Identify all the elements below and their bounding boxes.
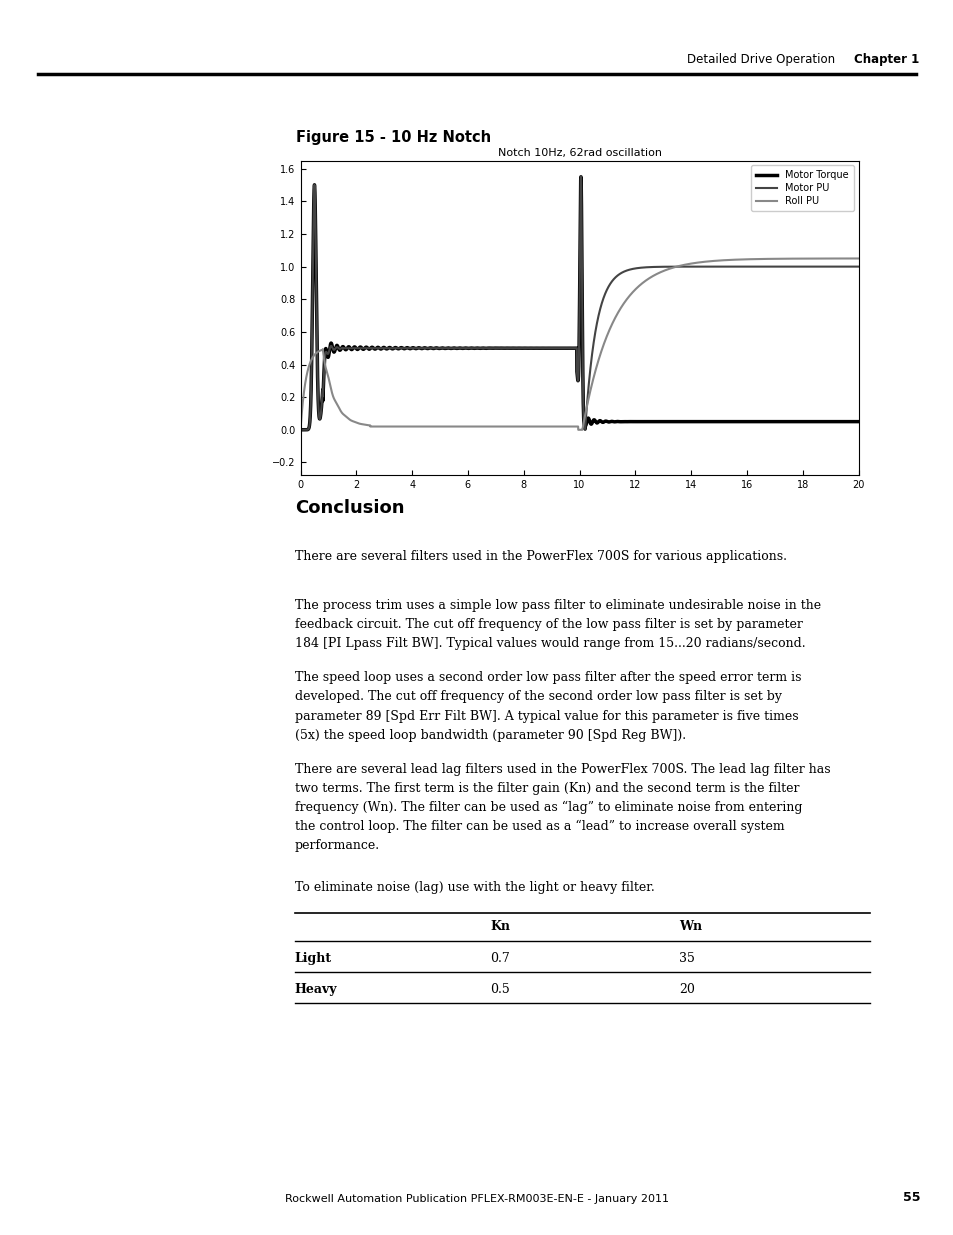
Roll PU <box>294 422 306 437</box>
Motor Torque <box>328 345 339 359</box>
Text: The process trim uses a simple low pass filter to eliminate undesirable noise in: The process trim uses a simple low pass … <box>294 599 820 613</box>
Roll PU <box>404 419 416 433</box>
Text: 184 [PI Lpass Filt BW]. Typical values would range from 15...20 radians/second.: 184 [PI Lpass Filt BW]. Typical values w… <box>294 637 804 651</box>
Text: Detailed Drive Operation: Detailed Drive Operation <box>686 53 834 65</box>
Text: Rockwell Automation Publication PFLEX-RM003E-EN-E - January 2011: Rockwell Automation Publication PFLEX-RM… <box>285 1194 668 1204</box>
Line: Roll PU: Roll PU <box>300 258 858 430</box>
Motor Torque <box>297 422 309 437</box>
Text: 20: 20 <box>679 983 695 997</box>
Motor PU <box>404 341 416 356</box>
Text: 55: 55 <box>902 1191 920 1204</box>
Title: Notch 10Hz, 62rad oscillation: Notch 10Hz, 62rad oscillation <box>497 148 660 158</box>
Motor Torque <box>294 422 306 437</box>
Motor Torque <box>567 341 578 356</box>
Motor Torque <box>852 414 863 429</box>
Text: Wn: Wn <box>679 920 701 934</box>
Text: Heavy: Heavy <box>294 983 337 997</box>
Text: Kn: Kn <box>490 920 510 934</box>
Motor PU <box>852 259 863 274</box>
Roll PU <box>297 393 309 408</box>
Motor Torque <box>575 169 586 184</box>
Motor PU <box>567 341 578 356</box>
Text: There are several lead lag filters used in the PowerFlex 700S. The lead lag filt: There are several lead lag filters used … <box>294 763 829 776</box>
Text: two terms. The first term is the filter gain (Kn) and the second term is the fil: two terms. The first term is the filter … <box>294 782 799 795</box>
Text: performance.: performance. <box>294 840 379 852</box>
Text: The speed loop uses a second order low pass filter after the speed error term is: The speed loop uses a second order low p… <box>294 672 801 684</box>
Text: the control loop. The filter can be used as a “lead” to increase overall system: the control loop. The filter can be used… <box>294 820 783 834</box>
Motor PU <box>294 422 306 437</box>
Line: Motor Torque: Motor Torque <box>300 177 858 430</box>
Text: Figure 15 - 10 Hz Notch: Figure 15 - 10 Hz Notch <box>295 130 491 144</box>
Text: frequency (Wn). The filter can be used as “lag” to eliminate noise from entering: frequency (Wn). The filter can be used a… <box>294 802 801 814</box>
Motor PU <box>822 259 834 274</box>
Legend: Motor Torque, Motor PU, Roll PU: Motor Torque, Motor PU, Roll PU <box>750 165 853 211</box>
Roll PU <box>567 419 578 433</box>
Text: 0.7: 0.7 <box>490 952 510 966</box>
Roll PU <box>822 251 834 266</box>
Motor PU <box>575 169 586 184</box>
Text: feedback circuit. The cut off frequency of the low pass filter is set by paramet: feedback circuit. The cut off frequency … <box>294 618 801 631</box>
Text: Chapter 1: Chapter 1 <box>853 53 918 65</box>
Motor PU <box>317 373 329 388</box>
Text: (5x) the speed loop bandwidth (parameter 90 [Spd Reg BW]).: (5x) the speed loop bandwidth (parameter… <box>294 729 685 742</box>
Motor Torque <box>404 341 416 356</box>
Roll PU <box>317 348 329 363</box>
Text: developed. The cut off frequency of the second order low pass filter is set by: developed. The cut off frequency of the … <box>294 690 781 704</box>
Roll PU <box>852 251 863 266</box>
Text: Light: Light <box>294 952 332 966</box>
Motor Torque <box>822 414 834 429</box>
Roll PU <box>328 391 339 406</box>
Motor PU <box>328 342 339 357</box>
Text: Conclusion: Conclusion <box>294 499 404 517</box>
Text: To eliminate noise (lag) use with the light or heavy filter.: To eliminate noise (lag) use with the li… <box>294 881 654 894</box>
Motor Torque <box>317 374 329 389</box>
Text: 35: 35 <box>679 952 695 966</box>
Motor PU <box>297 422 309 437</box>
Line: Motor PU: Motor PU <box>300 177 858 430</box>
Text: parameter 89 [Spd Err Filt BW]. A typical value for this parameter is five times: parameter 89 [Spd Err Filt BW]. A typica… <box>294 709 798 722</box>
Text: There are several filters used in the PowerFlex 700S for various applications.: There are several filters used in the Po… <box>294 550 786 563</box>
Text: 0.5: 0.5 <box>490 983 510 997</box>
